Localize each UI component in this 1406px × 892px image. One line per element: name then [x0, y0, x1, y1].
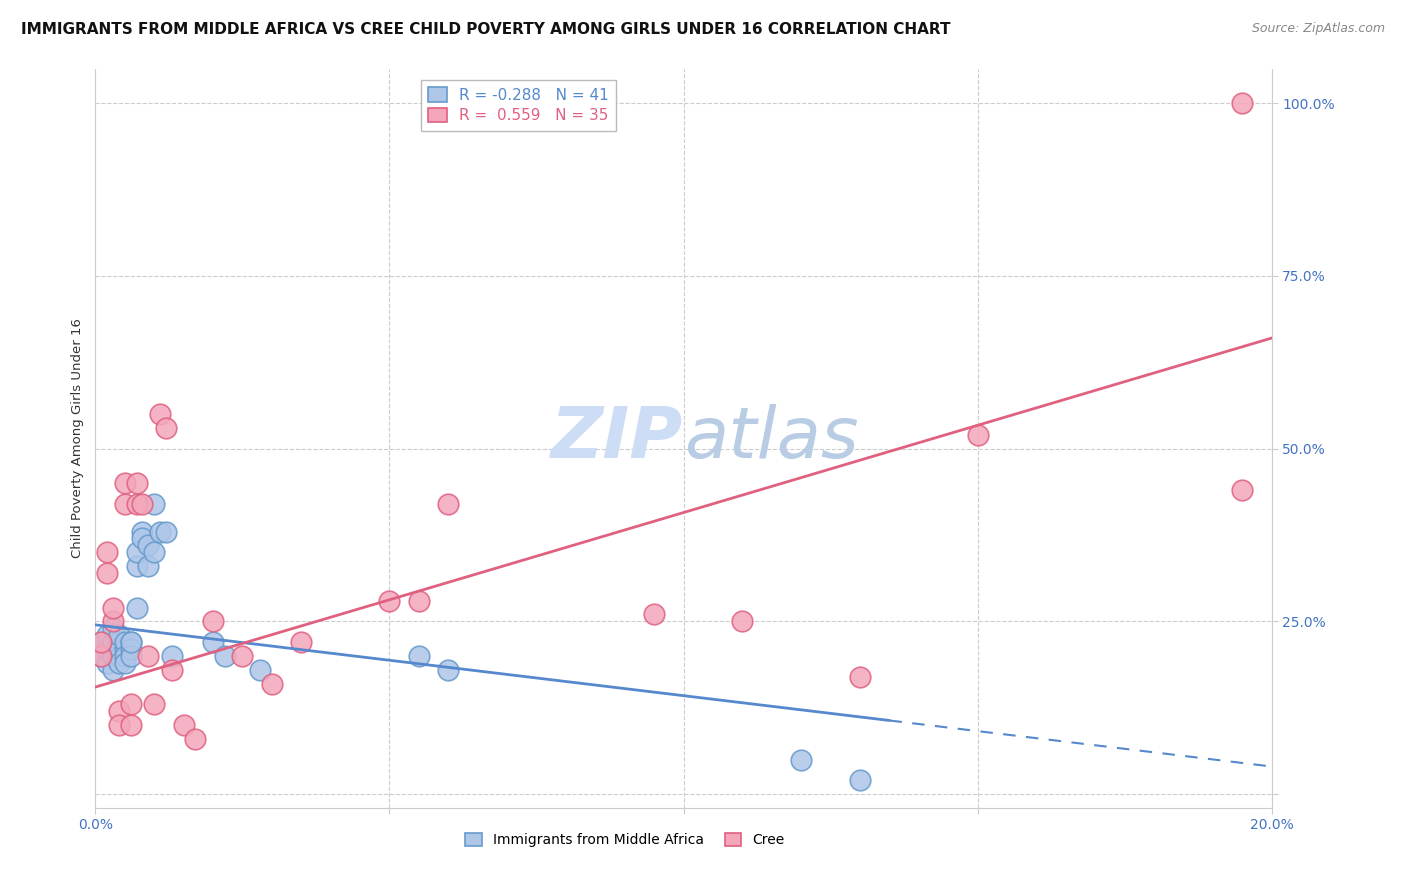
Point: [155, 421, 177, 435]
Point: [120, 718, 142, 732]
Point: [849, 670, 872, 684]
Point: [108, 656, 131, 670]
Point: [125, 600, 148, 615]
Point: [231, 648, 253, 663]
Point: [125, 559, 148, 574]
Point: [96, 628, 118, 642]
Point: [96, 566, 118, 580]
Point: [408, 593, 430, 607]
Point: [96, 656, 118, 670]
Point: [643, 607, 665, 622]
Point: [108, 642, 131, 657]
Point: [378, 593, 401, 607]
Point: [160, 648, 183, 663]
Point: [114, 497, 136, 511]
Point: [101, 648, 124, 663]
Point: [114, 648, 136, 663]
Point: [120, 642, 142, 657]
Point: [136, 648, 159, 663]
Point: [1232, 96, 1254, 111]
Point: [114, 642, 136, 657]
Point: [90, 648, 112, 663]
Point: [136, 559, 159, 574]
Point: [290, 635, 312, 649]
Point: [437, 497, 460, 511]
Point: [249, 663, 271, 677]
Point: [260, 676, 283, 690]
Point: [114, 656, 136, 670]
Point: [108, 704, 131, 718]
Text: ZIP: ZIP: [551, 404, 683, 473]
Point: [101, 635, 124, 649]
Point: [108, 628, 131, 642]
Y-axis label: Child Poverty Among Girls Under 16: Child Poverty Among Girls Under 16: [72, 318, 84, 558]
Point: [125, 476, 148, 491]
Point: [90, 635, 112, 649]
Point: [201, 615, 224, 629]
Point: [155, 524, 177, 539]
Point: [120, 635, 142, 649]
Point: [131, 497, 153, 511]
Point: [136, 538, 159, 552]
Point: [101, 621, 124, 635]
Point: [96, 545, 118, 559]
Text: IMMIGRANTS FROM MIDDLE AFRICA VS CREE CHILD POVERTY AMONG GIRLS UNDER 16 CORRELA: IMMIGRANTS FROM MIDDLE AFRICA VS CREE CH…: [21, 22, 950, 37]
Point: [214, 648, 236, 663]
Point: [108, 718, 131, 732]
Point: [408, 648, 430, 663]
Point: [114, 476, 136, 491]
Point: [143, 497, 166, 511]
Point: [90, 648, 112, 663]
Point: [114, 635, 136, 649]
Point: [125, 497, 148, 511]
Point: [731, 615, 754, 629]
Point: [1232, 483, 1254, 497]
Legend: R = -0.288   N = 41, R =  0.559   N = 35: R = -0.288 N = 41, R = 0.559 N = 35: [420, 80, 616, 131]
Point: [101, 663, 124, 677]
Point: [131, 532, 153, 546]
Point: [184, 731, 207, 746]
Point: [790, 753, 813, 767]
Point: [131, 524, 153, 539]
Point: [120, 635, 142, 649]
Point: [173, 718, 195, 732]
Point: [108, 635, 131, 649]
Point: [149, 407, 172, 421]
Point: [201, 635, 224, 649]
Point: [120, 648, 142, 663]
Point: [101, 600, 124, 615]
Point: [120, 698, 142, 712]
Point: [101, 615, 124, 629]
Point: [966, 427, 988, 442]
Point: [125, 545, 148, 559]
Point: [143, 545, 166, 559]
Point: [849, 773, 872, 788]
Point: [160, 663, 183, 677]
Text: atlas: atlas: [683, 404, 858, 473]
Text: Source: ZipAtlas.com: Source: ZipAtlas.com: [1251, 22, 1385, 36]
Point: [96, 642, 118, 657]
Point: [143, 698, 166, 712]
Point: [437, 663, 460, 677]
Point: [149, 524, 172, 539]
Point: [90, 635, 112, 649]
Point: [108, 648, 131, 663]
